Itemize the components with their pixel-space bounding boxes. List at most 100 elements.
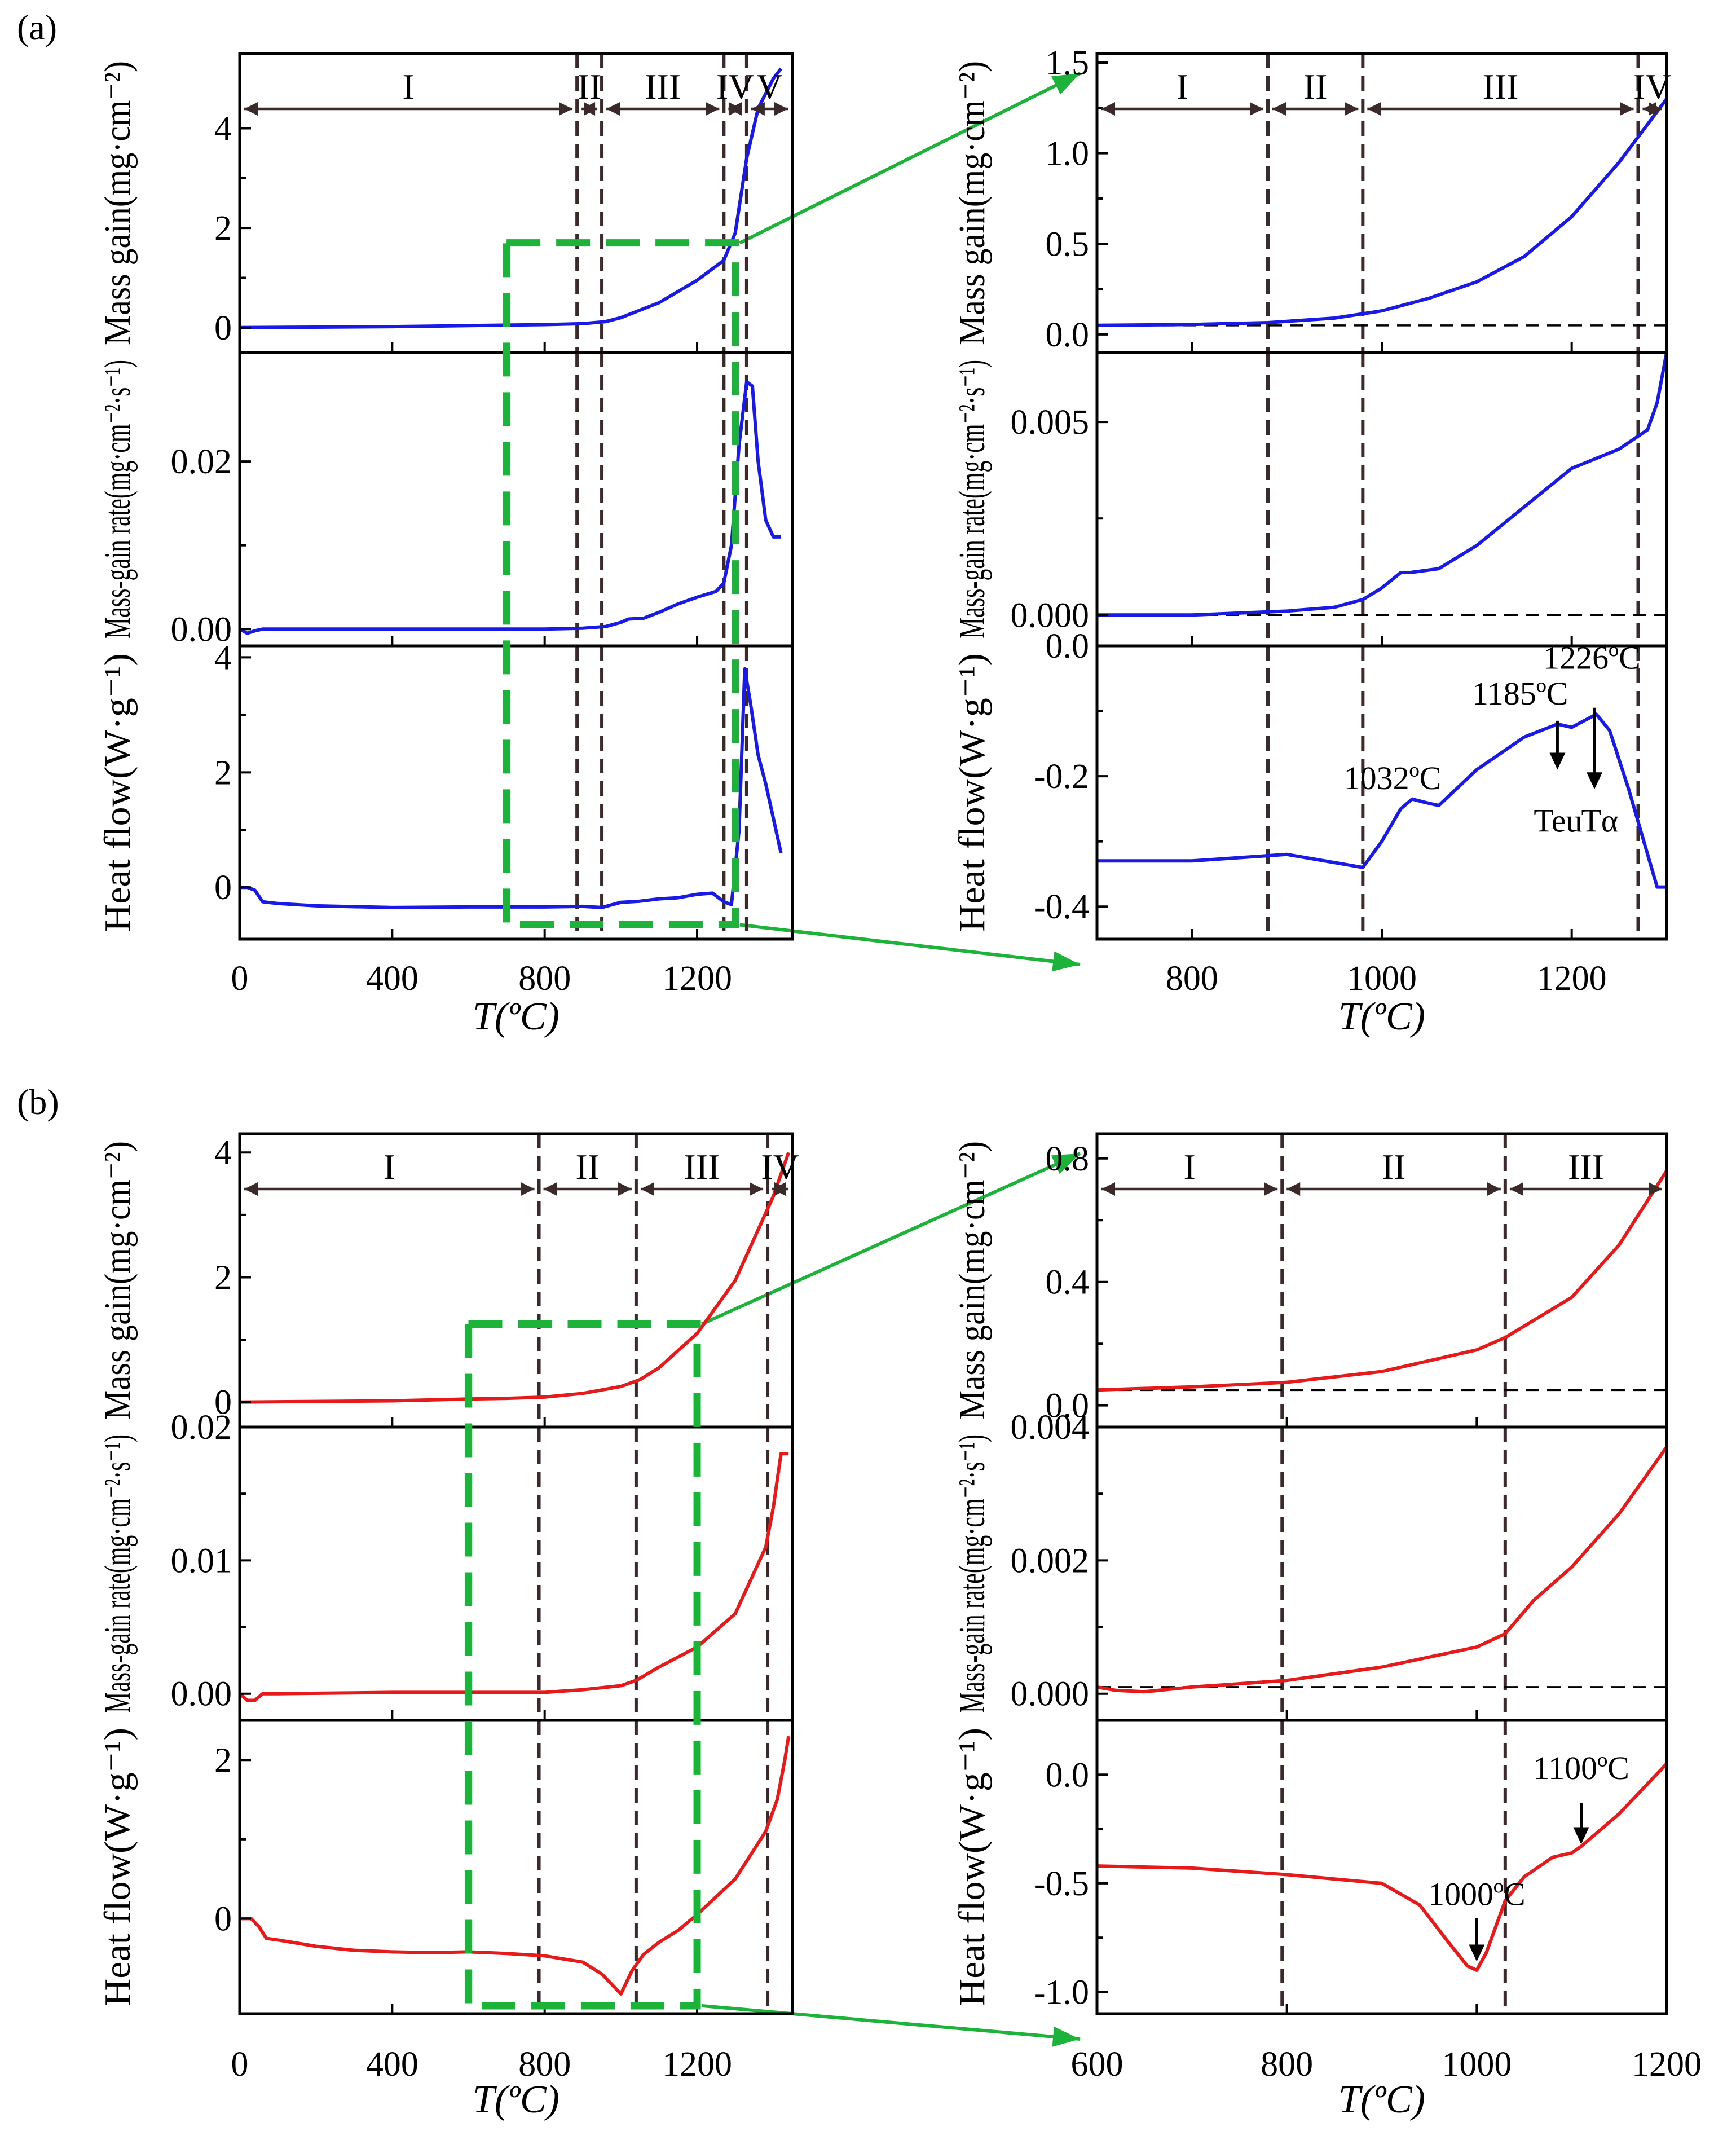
- region-arrowhead-left: [640, 1182, 654, 1196]
- teu-arrow-head: [1549, 752, 1566, 770]
- region-arrowhead-right: [774, 1182, 788, 1196]
- y-tick-label: 0.01: [171, 1542, 232, 1580]
- y-tick-label: 0.4: [1046, 1263, 1090, 1302]
- series-line: [239, 380, 781, 635]
- y-tick-label: 0: [214, 1900, 232, 1938]
- series-line: [239, 1452, 789, 1702]
- series-line: [1097, 712, 1667, 889]
- x-tick-label: 800: [1166, 959, 1218, 998]
- subplot-0: 0.0 0.5 1.0 1.5 Mass gain(mg·cm⁻²): [951, 44, 1668, 354]
- y-axis-label: Mass-gain rate(mg·cm⁻²·s⁻¹): [97, 1434, 138, 1713]
- region-arrowhead-left: [1101, 102, 1115, 116]
- region-label: III: [1482, 67, 1518, 107]
- subplot-frame: [238, 1425, 794, 1722]
- x-tick-label: 1200: [662, 2045, 732, 2084]
- y-tick-label: 0.02: [171, 443, 232, 481]
- y-tick-label: -0.2: [1034, 758, 1089, 796]
- x-tick-label: 0: [231, 959, 249, 998]
- region-label: II: [1303, 67, 1328, 107]
- x-tick-label: 1200: [662, 959, 732, 998]
- region-label: IV: [716, 67, 755, 107]
- x-tick-label: 400: [366, 959, 418, 998]
- annotation-label: Teu: [1534, 802, 1582, 839]
- arrow-1000-head: [1469, 1944, 1485, 1962]
- subplot-1: 0.00 0.01 0.02 Mass-gain rate(mg·cm⁻²·s⁻¹): [97, 1408, 794, 1722]
- y-tick-label: 2: [214, 1258, 232, 1297]
- zoom-arrow-top: [739, 72, 1081, 245]
- region-label: I: [384, 1147, 395, 1187]
- series-line: [1096, 1446, 1668, 1694]
- zoom-box: [503, 239, 739, 929]
- x-tick-label: 800: [1261, 2045, 1313, 2084]
- subplot-0: 0 2 4 Mass gain(mg·cm⁻²): [97, 52, 794, 354]
- series-line: [239, 67, 783, 329]
- series-line: [240, 667, 783, 909]
- region-label: III: [1568, 1147, 1604, 1187]
- zoom-arrow-top-head: [1051, 73, 1080, 95]
- annotation-label: Tα: [1581, 802, 1619, 839]
- annotation-label: 1226ºC: [1543, 639, 1641, 676]
- subplot-1: 0.000 0.005 Mass-gain rate(mg·cm⁻²·s⁻¹): [951, 351, 1668, 648]
- region-arrowhead-right: [559, 102, 573, 116]
- subplot-1: 0.00 0.02 Mass-gain rate(mg·cm⁻²·s⁻¹): [97, 351, 794, 649]
- x-tick-label: 400: [366, 2045, 418, 2084]
- x-tick-label: 1200: [1537, 959, 1607, 998]
- series-line: [240, 1736, 791, 1996]
- x-tick-label: 1000: [1347, 959, 1417, 998]
- region-arrowhead-left: [1509, 1182, 1523, 1196]
- region-arrowhead-right: [706, 102, 720, 116]
- region-arrowhead-left: [606, 102, 620, 116]
- y-tick-label: 0.004: [1011, 1408, 1090, 1447]
- region-arrowhead-right: [521, 1182, 535, 1196]
- zoom-arrow-bottom-head: [1052, 2026, 1080, 2047]
- subplot-frame: [238, 644, 794, 941]
- y-tick-label: 1.5: [1046, 44, 1090, 82]
- series-line: [1097, 352, 1668, 617]
- y-tick-label: 0: [214, 309, 232, 347]
- y-tick-label: 4: [214, 110, 232, 148]
- zoom-arrow-top-head: [1051, 1153, 1080, 1174]
- y-tick-label: -0.4: [1034, 888, 1089, 926]
- t-alpha-arrow-head: [1587, 772, 1603, 790]
- y-tick-label: 0.000: [1011, 596, 1090, 635]
- y-tick-label: 0: [214, 1384, 232, 1422]
- region-label: V: [756, 67, 782, 107]
- series-line: [1096, 1762, 1668, 1972]
- y-tick-label: 0.0: [1046, 1756, 1090, 1794]
- y-tick-label: 4: [214, 639, 232, 677]
- region-arrowhead-left: [244, 102, 258, 116]
- panel-label: (a): [17, 7, 57, 47]
- y-tick-label: 0.00: [171, 610, 232, 649]
- region-arrowhead-right: [618, 1182, 632, 1196]
- panel-label: (b): [17, 1082, 59, 1122]
- x-tick-label: 1000: [1442, 2045, 1512, 2084]
- x-axis-label: T(ºC): [473, 995, 559, 1038]
- region-arrowhead-left: [1101, 1182, 1115, 1196]
- region-arrowhead-left: [1367, 102, 1381, 116]
- region-label: II: [575, 1147, 600, 1187]
- subplot-2: -1.0 -0.5 0.0 Heat flow(W·g⁻¹): [951, 1719, 1668, 2015]
- y-tick-label: 0.002: [1011, 1542, 1090, 1580]
- region-arrowhead-right: [584, 102, 598, 116]
- subplot-2: 0 2 Heat flow(W·g⁻¹): [97, 1719, 794, 2015]
- y-axis-label: Heat flow(W·g⁻¹): [97, 653, 138, 932]
- region-arrowhead-right: [1649, 1182, 1662, 1196]
- region-arrowhead-left: [1286, 1182, 1301, 1196]
- region-label: IV: [761, 1147, 799, 1187]
- x-tick-label: 600: [1071, 2045, 1123, 2084]
- y-tick-label: 0.0: [1046, 316, 1090, 354]
- region-arrowhead-left: [244, 1182, 258, 1196]
- y-axis-label: Heat flow(W·g⁻¹): [951, 653, 993, 932]
- annotation-label: 1100ºC: [1533, 1750, 1629, 1786]
- region-arrowhead-right: [1264, 1182, 1278, 1196]
- region-label: II: [578, 67, 602, 107]
- y-axis-label: Heat flow(W·g⁻¹): [951, 1728, 993, 2006]
- y-tick-label: 0.005: [1011, 403, 1090, 442]
- y-tick-label: 0.000: [1011, 1675, 1090, 1714]
- y-axis-label: Mass gain(mg·cm⁻²): [951, 61, 993, 345]
- region-arrowhead-right: [1250, 102, 1263, 116]
- x-axis-label: T(ºC): [473, 2078, 559, 2121]
